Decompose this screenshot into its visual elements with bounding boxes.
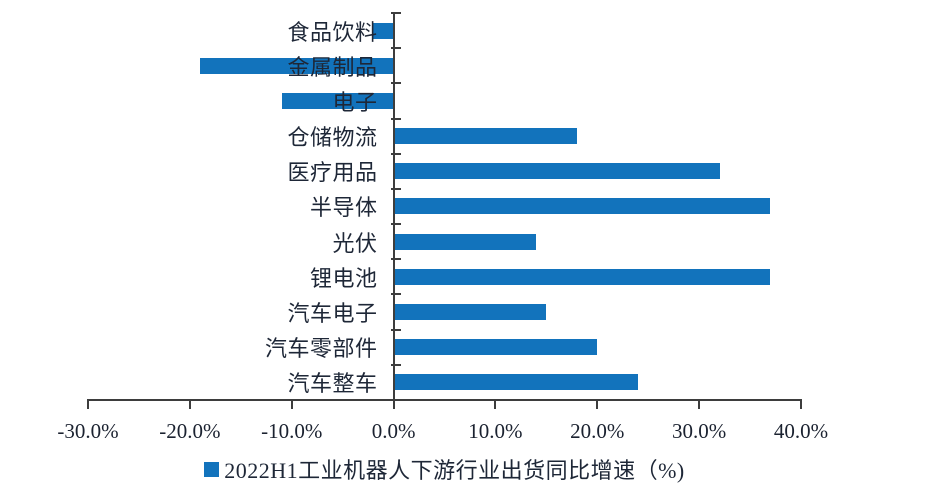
- category-label: 金属制品: [287, 54, 378, 80]
- x-axis-tick: [698, 401, 701, 409]
- category-row: 金属制品: [88, 48, 801, 83]
- category-axis-tick: [390, 117, 401, 120]
- x-axis-tick: [290, 401, 293, 409]
- x-axis-tick-label: -10.0%: [261, 419, 323, 443]
- bar: [373, 22, 394, 39]
- x-axis-tick-label: -20.0%: [159, 419, 221, 443]
- x-axis-tick-label: 30.0%: [672, 419, 727, 443]
- x-axis-line: [87, 399, 802, 401]
- category-axis-tick: [390, 363, 401, 366]
- category-label: 医疗用品: [287, 160, 378, 186]
- category-row: 仓储物流: [88, 119, 801, 154]
- category-axis-tick: [390, 258, 401, 261]
- category-axis-tick: [390, 82, 401, 85]
- bar: [393, 198, 771, 215]
- x-axis-tick-label: -30.0%: [57, 419, 119, 443]
- category-row: 汽车电子: [88, 294, 801, 329]
- x-axis-tick: [800, 401, 802, 409]
- x-axis-tick: [87, 401, 89, 409]
- x-axis-labels: -30.0% -20.0% -10.0% 0.0% 10.0% 20.0% 30.0% 40.…: [57, 419, 828, 447]
- category-row: 半导体: [88, 189, 801, 224]
- bar: [393, 163, 720, 180]
- category-label: 食品饮料: [287, 19, 378, 45]
- category-axis-tick: [390, 12, 401, 14]
- category-axis-tick: [390, 293, 401, 296]
- category-axis-tick: [390, 328, 401, 331]
- category-label: 电子: [332, 89, 378, 115]
- plot-area: 食品饮料金属制品电子仓储物流医疗用品半导体光伏锂电池汽车电子汽车零部件汽车整车: [88, 12, 801, 401]
- category-axis-tick: [390, 399, 401, 401]
- category-axis-tick: [390, 47, 401, 50]
- category-label: 光伏: [332, 230, 378, 256]
- x-axis-tick: [392, 401, 395, 409]
- bar: [393, 128, 577, 145]
- category-row: 汽车零部件: [88, 330, 801, 365]
- category-label: 锂电池: [310, 265, 378, 291]
- category-row: 汽车整车: [88, 365, 801, 400]
- category-label: 汽车整车: [287, 371, 378, 397]
- x-axis-tick: [188, 401, 191, 409]
- category-row: 食品饮料: [88, 13, 801, 48]
- category-row: 光伏: [88, 224, 801, 259]
- category-axis-tick: [390, 152, 401, 155]
- bar: [393, 304, 547, 321]
- x-axis-tick-label: 40.0%: [773, 419, 829, 443]
- category-axis-tick: [390, 223, 401, 226]
- x-axis-tick-label: 10.0%: [468, 419, 523, 443]
- category-row: 电子: [88, 83, 801, 118]
- category-label: 仓储物流: [287, 125, 378, 151]
- bar: [393, 374, 639, 391]
- bar: [393, 339, 598, 356]
- bar: [281, 92, 394, 109]
- category-axis-tick: [390, 187, 401, 190]
- category-row: 锂电池: [88, 259, 801, 294]
- x-axis-ticks: [87, 401, 802, 409]
- bar: [200, 57, 394, 74]
- category-row: 医疗用品: [88, 154, 801, 189]
- legend-swatch: [204, 461, 220, 477]
- zero-axis-line: [392, 13, 395, 400]
- legend-label: 2022H1工业机器人下游行业出货同比增速（%): [224, 458, 685, 483]
- category-label: 汽车电子: [287, 301, 378, 327]
- bar: [393, 268, 771, 285]
- x-axis-tick: [494, 401, 497, 409]
- x-axis-tick-label: 20.0%: [570, 419, 625, 443]
- bar: [393, 233, 537, 250]
- x-axis-tick: [596, 401, 599, 409]
- category-label: 汽车零部件: [265, 336, 378, 362]
- legend: 2022H1工业机器人下游行业出货同比增速（%): [88, 454, 801, 484]
- x-axis-tick-label: 0.0%: [371, 419, 416, 443]
- category-label: 半导体: [310, 195, 378, 221]
